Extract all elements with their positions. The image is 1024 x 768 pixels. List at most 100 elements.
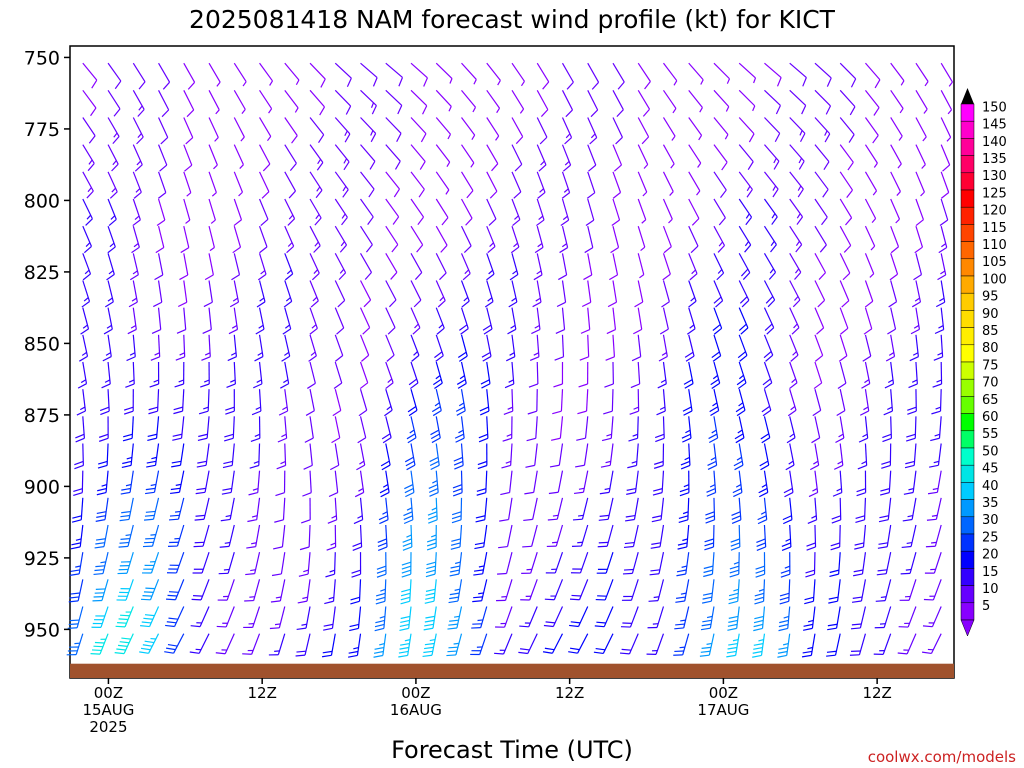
wind-barb [511,117,524,145]
wind-barb [183,117,194,145]
wind-barb [577,389,589,415]
wind-barb [855,497,867,524]
wind-barb [546,524,564,548]
wind-barb [475,497,488,523]
wind-barb [400,579,412,605]
colorbar-label: 80 [982,341,999,356]
wind-barb [827,606,841,631]
wind-barb [117,552,134,575]
wind-barb [95,497,109,522]
wind-barb [482,307,493,335]
wind-barb [711,334,722,362]
wind-barb [679,470,690,497]
y-tick-label: 825 [24,262,60,284]
wind-barb [250,416,261,443]
wind-barb [626,470,639,495]
wind-barb [915,198,925,227]
wind-barb [385,198,400,225]
wind-barb [93,552,109,576]
wind-barb [296,606,311,631]
wind-barb [498,524,513,549]
colorbar-label: 90 [982,307,999,322]
wind-barb [229,280,240,308]
wind-barb [82,225,93,254]
wind-barb [835,416,845,444]
wind-barb [360,89,377,115]
wind-barb [738,117,755,143]
wind-barb [688,253,698,281]
wind-barb [227,334,238,362]
wind-barb [104,280,114,308]
x-tick-label: 00Z [94,684,123,702]
wind-barb [270,579,286,603]
wind-barb [425,552,437,578]
colorbar-swatch [960,413,975,432]
wind-barb [145,470,160,495]
colorbar-swatch [960,103,975,122]
wind-barb [713,171,727,198]
wind-barb [612,117,623,145]
wind-barb [156,198,166,227]
wind-barb [929,443,942,468]
wind-barb [631,334,642,362]
colorbar-label: 50 [982,444,999,459]
wind-barb [657,361,667,389]
wind-barb [208,198,216,224]
wind-barb [284,198,296,226]
wind-barb [373,633,387,658]
wind-barb [452,470,463,497]
wind-barb [244,579,261,602]
wind-barb [233,144,244,169]
wind-barb [334,280,346,308]
wind-barb [460,253,471,281]
wind-barb [510,225,520,254]
x-tick-label: 12Z [555,684,584,702]
wind-barb [760,416,771,444]
wind-barb [222,443,235,469]
wind-barb [226,361,236,388]
wind-barb [448,579,463,604]
wind-barb [814,171,829,198]
colorbar-label: 95 [982,290,999,305]
wind-barb [764,89,781,115]
wind-barb [334,62,352,88]
wind-barb [652,470,665,496]
wind-barb [628,416,639,442]
wind-barb [864,225,876,251]
wind-barb [486,89,501,114]
wind-barb [157,171,167,199]
wind-barb [688,280,697,308]
colorbar-swatch [960,550,975,569]
wind-barb [208,144,218,170]
colorbar-swatch [960,172,975,191]
credit-text: coolwx.com/models [868,748,1016,766]
wind-barb [713,89,730,112]
wind-barb [208,62,221,87]
wind-barb [258,225,268,254]
wind-barb [473,552,488,576]
wind-barb [814,62,832,87]
wind-barb [275,470,286,497]
wind-barb [155,226,165,254]
wind-barb [864,89,880,116]
wind-barb [839,307,849,335]
wind-barb [303,443,313,470]
wind-barb [935,280,946,308]
wind-barb [347,633,362,658]
wind-barb [789,198,804,225]
wind-barb [499,497,513,522]
wind-barb [446,633,463,657]
wind-barb [233,198,243,227]
plot-area [66,45,955,679]
wind-barb [225,389,235,415]
wind-barb [814,334,824,362]
wind-barb [435,307,445,335]
wind-barb [183,90,195,118]
wind-barb [595,579,614,601]
wind-barb [435,62,453,84]
wind-barb [503,389,514,416]
wind-barb [377,524,388,552]
wind-barb [384,388,393,417]
wind-barb [873,633,892,655]
wind-barb [601,416,614,442]
